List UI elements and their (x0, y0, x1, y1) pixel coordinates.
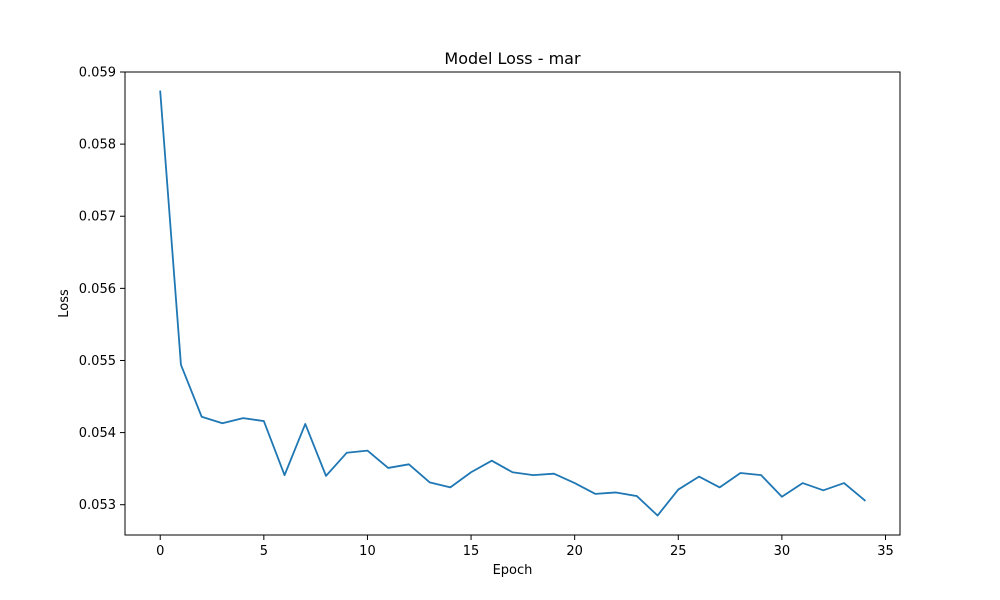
plot-frame (124, 71, 901, 536)
x-tick-label: 30 (774, 544, 791, 559)
y-tick-label: 0.054 (79, 426, 116, 441)
y-tick-label: 0.059 (79, 66, 116, 81)
x-tick-label: 10 (359, 544, 376, 559)
y-tick-label: 0.055 (79, 354, 116, 369)
x-tick-label: 0 (156, 544, 164, 559)
x-axis-label: Epoch (493, 563, 533, 578)
y-tick-label: 0.056 (79, 282, 116, 297)
x-tick-label: 25 (670, 544, 687, 559)
y-tick-label: 0.053 (79, 498, 116, 513)
series-line-0 (159, 90, 867, 517)
x-tick-label: 5 (260, 544, 268, 559)
x-tick-label: 20 (566, 544, 583, 559)
x-tick-label: 15 (463, 544, 480, 559)
axes-layer: 0 5 10 15 20 25 30 35 0.053 0.054 0.055 0.056 0.057 0… (79, 66, 901, 559)
chart-title: Model Loss - mar (444, 49, 581, 68)
y-tick-label: 0.058 (79, 138, 116, 153)
plot-layer (159, 90, 867, 517)
x-tick-label: 35 (877, 544, 894, 559)
y-axis-label: Loss (57, 289, 72, 318)
y-tick-label: 0.057 (79, 210, 116, 225)
